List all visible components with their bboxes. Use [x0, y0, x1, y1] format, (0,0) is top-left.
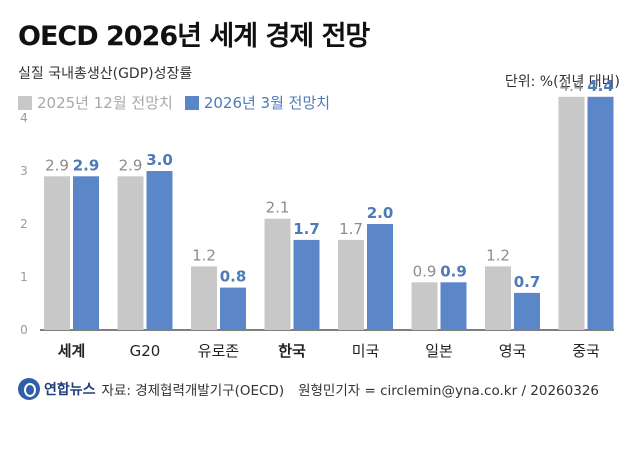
bar-dec2025: [485, 266, 511, 330]
bar-mar2026: [367, 224, 393, 330]
x-tick-label: 일본: [425, 342, 453, 360]
data-label: 1.2: [486, 246, 510, 264]
legend-swatch-series-b: [184, 95, 199, 110]
data-label: 2.0: [367, 204, 394, 222]
bar-mar2026: [587, 96, 614, 330]
bar-mar2026: [440, 282, 467, 330]
x-tick-label: 영국: [499, 342, 527, 360]
page-title: OECD 2026년 세계 경제 전망: [18, 21, 370, 52]
y-tick-label: 4: [20, 111, 28, 125]
bar-mar2026: [73, 176, 99, 330]
legend: 2025년 12월 전망치 2026년 3월 전망치: [18, 92, 342, 113]
logo-text: 연합뉴스: [44, 382, 96, 398]
y-tick-label: 0: [20, 323, 28, 337]
bar-dec2025: [264, 218, 291, 330]
data-label: 1.2: [192, 246, 216, 264]
x-tick-label: 한국: [278, 342, 306, 360]
data-label: 0.7: [514, 273, 541, 291]
x-tick-label: 미국: [352, 342, 380, 360]
legend-label-series-b: 2026년 3월 전망치: [203, 94, 331, 112]
y-tick-label: 3: [20, 164, 28, 178]
bar-dec2025: [338, 239, 364, 330]
data-label: 4.4: [560, 77, 584, 95]
bar-mar2026: [514, 292, 540, 330]
data-label: 1.7: [339, 220, 363, 238]
logo: 연합뉴스: [18, 378, 96, 400]
bar-dec2025: [191, 266, 217, 330]
chart-subtitle: 실질 국내총생산(GDP)성장률: [18, 66, 193, 82]
data-label: 1.7: [293, 220, 320, 238]
x-tick-label: G20: [130, 342, 161, 360]
data-label: 4.4: [587, 77, 614, 95]
credit-text: 원형민기자 = circlemin@yna.co.kr / 20260326: [298, 383, 600, 399]
bar-dec2025: [44, 176, 70, 330]
data-label: 2.1: [266, 199, 290, 217]
legend-item-series-b: 2026년 3월 전망치: [184, 92, 331, 113]
legend-swatch-series-a: [18, 95, 32, 110]
bar-mar2026: [293, 239, 320, 330]
bar-dec2025: [117, 176, 144, 330]
x-tick-label: 중국: [572, 342, 600, 360]
unit-label: 단위: %(전년 대비): [504, 74, 620, 90]
bar-mar2026: [146, 171, 173, 330]
source-text: 자료: 경제협력개발기구(OECD): [101, 383, 285, 399]
bar-mar2026: [220, 287, 246, 330]
data-label: 3.0: [146, 151, 173, 169]
data-label: 0.9: [440, 262, 467, 280]
legend-label-series-a: 2025년 12월 전망치: [37, 94, 173, 112]
y-tick-label: 2: [20, 217, 28, 231]
legend-item-series-a: 2025년 12월 전망치: [18, 92, 173, 113]
footer: 연합뉴스 자료: 경제협력개발기구(OECD) 원형민기자 = circlemi…: [18, 378, 599, 400]
x-tick-label: 유로존: [198, 342, 240, 360]
data-label: 2.9: [73, 156, 100, 174]
data-label: 2.9: [45, 156, 69, 174]
data-label: 0.9: [413, 262, 437, 280]
bar-dec2025: [411, 282, 438, 330]
bar-dec2025: [558, 96, 585, 330]
y-tick-label: 1: [20, 270, 28, 284]
x-tick-label: 세계: [58, 342, 86, 360]
data-label: 2.9: [119, 156, 143, 174]
yonhap-logo-icon: [18, 378, 40, 400]
data-label: 0.8: [220, 268, 247, 286]
